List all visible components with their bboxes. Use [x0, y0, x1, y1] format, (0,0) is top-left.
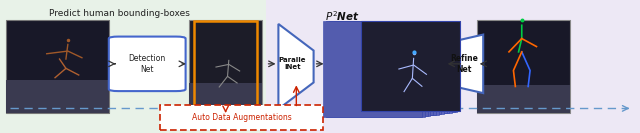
Text: Predict human bounding-boxes: Predict human bounding-boxes — [49, 9, 190, 18]
Polygon shape — [445, 35, 483, 93]
Text: $P^2$Net: $P^2$Net — [325, 9, 360, 23]
FancyBboxPatch shape — [189, 20, 262, 113]
FancyBboxPatch shape — [477, 85, 570, 113]
FancyBboxPatch shape — [109, 37, 186, 91]
FancyBboxPatch shape — [160, 105, 323, 130]
FancyBboxPatch shape — [326, 21, 425, 117]
FancyBboxPatch shape — [189, 83, 262, 113]
FancyBboxPatch shape — [348, 21, 447, 113]
FancyBboxPatch shape — [337, 21, 436, 115]
FancyBboxPatch shape — [0, 0, 266, 133]
FancyBboxPatch shape — [353, 21, 452, 113]
FancyBboxPatch shape — [332, 21, 431, 116]
Polygon shape — [278, 24, 314, 109]
Text: Paralle
lNet: Paralle lNet — [279, 57, 306, 70]
FancyBboxPatch shape — [6, 80, 109, 113]
FancyBboxPatch shape — [361, 21, 460, 111]
FancyBboxPatch shape — [358, 21, 458, 112]
FancyBboxPatch shape — [355, 21, 454, 112]
FancyBboxPatch shape — [6, 20, 109, 113]
FancyBboxPatch shape — [266, 0, 640, 133]
FancyBboxPatch shape — [477, 20, 570, 113]
Text: Detection
Net: Detection Net — [129, 54, 166, 74]
FancyBboxPatch shape — [342, 21, 441, 114]
FancyBboxPatch shape — [361, 21, 460, 111]
FancyBboxPatch shape — [350, 21, 449, 113]
FancyBboxPatch shape — [328, 21, 428, 116]
FancyBboxPatch shape — [339, 21, 438, 115]
Text: Auto Data Augmentations: Auto Data Augmentations — [192, 113, 291, 122]
FancyBboxPatch shape — [345, 21, 444, 114]
FancyBboxPatch shape — [334, 21, 433, 115]
Text: Refine
Net: Refine Net — [450, 54, 478, 74]
FancyBboxPatch shape — [323, 21, 422, 117]
